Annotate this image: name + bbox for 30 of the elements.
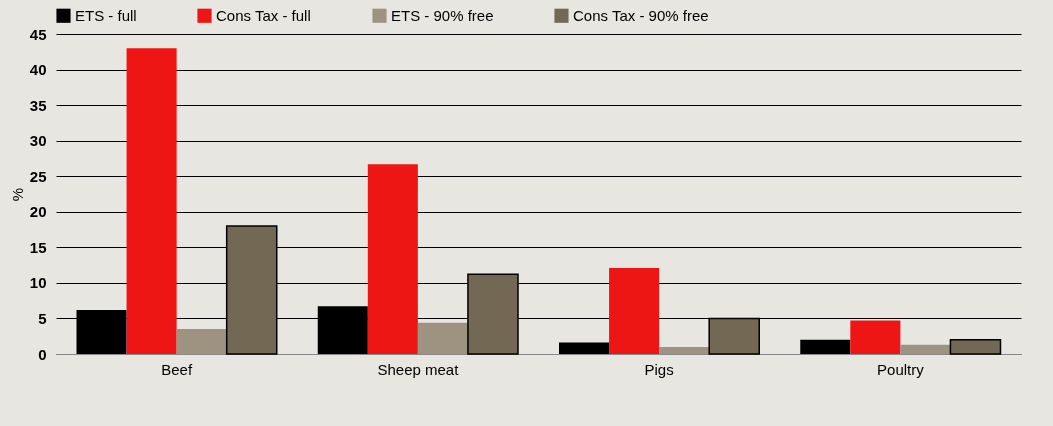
- bar: [176, 329, 227, 354]
- bar: [949, 339, 1002, 355]
- y-tick-label: 25: [29, 167, 47, 185]
- y-tick-label: 0: [38, 345, 47, 363]
- y-tick-label: 45: [29, 25, 47, 43]
- bar: [900, 344, 951, 354]
- bar: [850, 320, 901, 354]
- bar: [126, 48, 177, 354]
- x-tick-label: Pigs: [644, 360, 674, 378]
- y-tick-label: 35: [29, 96, 47, 114]
- bar: [417, 322, 468, 354]
- y-tick-label: 10: [29, 274, 47, 292]
- bar: [609, 267, 660, 354]
- x-tick-label: Beef: [161, 360, 193, 378]
- legend-label: ETS - 90% free: [391, 6, 494, 24]
- bar: [800, 339, 851, 354]
- y-tick-label: 20: [29, 203, 47, 221]
- x-tick-label: Sheep meat: [377, 360, 460, 378]
- x-tick-label: Poultry: [877, 360, 925, 378]
- legend-label: Cons Tax - 90% free: [573, 6, 709, 24]
- y-tick-label: 5: [38, 309, 47, 327]
- bar: [559, 342, 610, 354]
- y-axis-title: %: [8, 187, 26, 202]
- legend-label: ETS - full: [75, 6, 137, 24]
- legend-label: Cons Tax - full: [216, 6, 311, 24]
- bar: [659, 346, 710, 354]
- bar: [367, 164, 418, 354]
- y-tick-label: 30: [29, 132, 47, 150]
- y-tick-label: 15: [29, 238, 47, 256]
- y-tick-label: 40: [29, 61, 47, 79]
